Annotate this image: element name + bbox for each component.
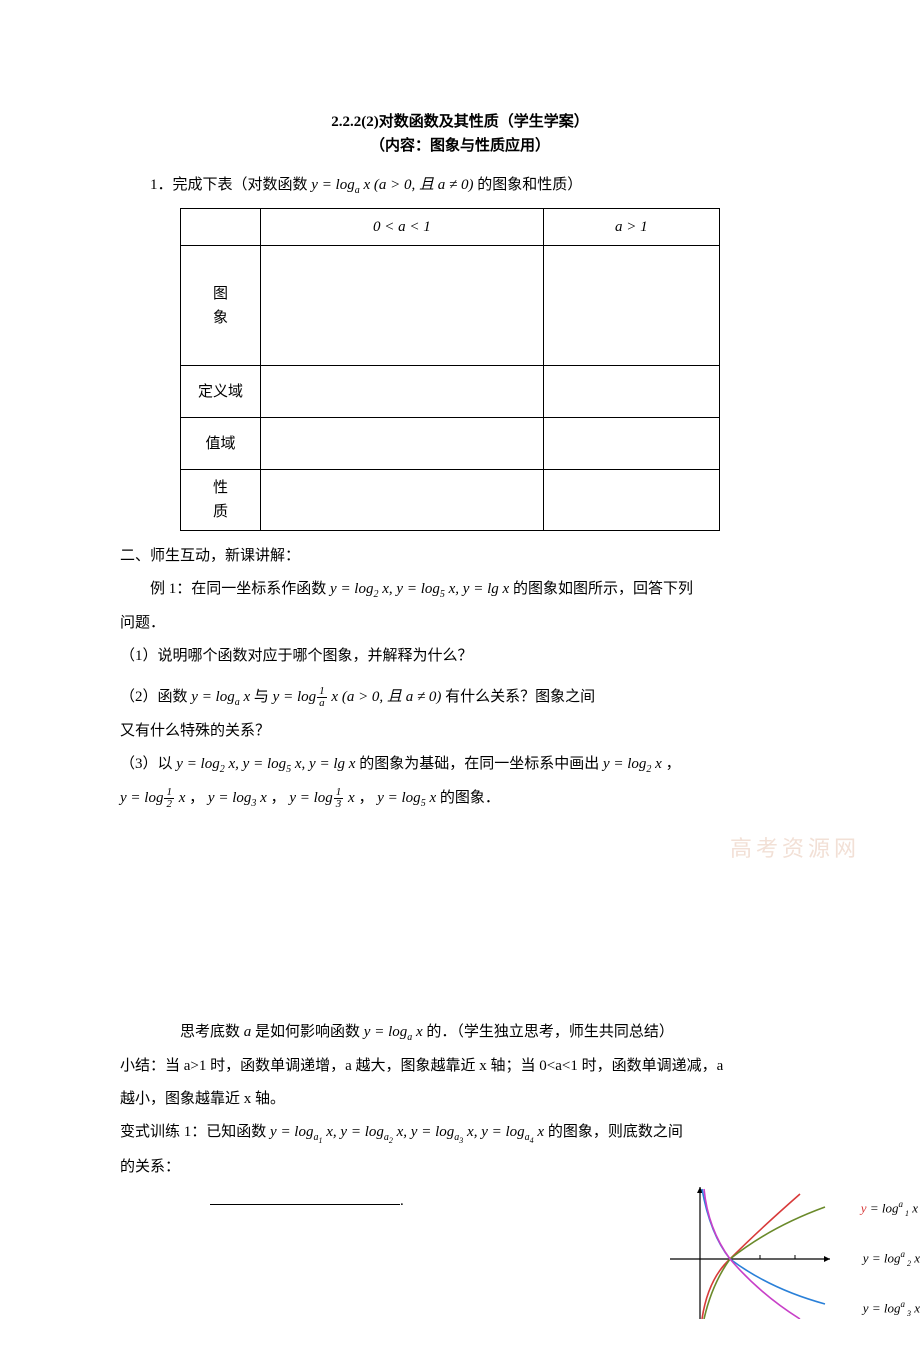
variant-training-1: 变式训练 1：已知函数 y = loga1 x, y = loga2 x, y … [120, 1119, 800, 1148]
variant-prefix: 变式训练 1：已知函数 [120, 1124, 270, 1140]
properties-table: 0 < a < 1 a > 1 图象 定义域 值域 性质 [180, 208, 720, 531]
q1-math: y = loga x (a > 0, 且 a ≠ 0) [311, 177, 473, 193]
example-1-q2: （2）函数 y = loga x 与 y = log1a x (a > 0, 且… [120, 684, 800, 712]
example-1-intro: 例 1：在同一坐标系作函数 y = log2 x, y = log5 x, y … [120, 576, 800, 604]
ex1-q2-suffix: 有什么关系？图象之间 [445, 689, 595, 705]
table-corner-cell [181, 209, 261, 246]
think-line: 思考底数 a 是如何影响函数 y = loga x 的．（学生独立思考，师生共同… [120, 1019, 800, 1047]
example-1-q3-line2: y = log12 x ， y = log3 x ， y = log13 x ，… [120, 785, 800, 813]
table-cell-range-2 [543, 418, 719, 470]
ex1-q3-math1: y = log2 x, y = log5 x, y = lg x [176, 756, 355, 772]
blank-space [120, 889, 800, 1019]
graph-label-2: y = loga 2 x [863, 1247, 920, 1271]
table-cell-domain-1 [261, 366, 544, 418]
variant-math: y = loga1 x, y = loga2 x, y = loga3 x, y… [270, 1124, 544, 1140]
watermark-region: 高考资源网 [120, 819, 800, 889]
properties-table-wrapper: 0 < a < 1 a > 1 图象 定义域 值域 性质 [180, 208, 800, 531]
table-col-header-1: 0 < a < 1 [261, 209, 544, 246]
table-cell-domain-2 [543, 366, 719, 418]
table-row-domain: 定义域 [181, 366, 261, 418]
variant-suffix: 的图象，则底数之间 [548, 1124, 683, 1140]
ex1-q3-l2-m2: y = log3 x [208, 790, 267, 806]
question-1: 1．完成下表（对数函数 y = loga x (a > 0, 且 a ≠ 0) … [120, 172, 800, 200]
example-1-q2-line2: 又有什么特殊的关系？ [120, 718, 800, 745]
ex1-q2-mid1: 与 [254, 689, 273, 705]
q1-suffix: 的图象和性质） [477, 177, 582, 193]
table-row-graph: 图象 [181, 246, 261, 366]
ex1-q2-math1: y = loga x [191, 689, 250, 705]
table-col-header-2: a > 1 [543, 209, 719, 246]
table-cell-props-2 [543, 470, 719, 531]
ex1-q3-l2-sep3: ， [358, 790, 377, 806]
title-line-2: （内容：图象与性质应用） [120, 134, 800, 158]
example-1-line2: 问题． [120, 610, 800, 637]
ex1-math: y = log2 x, y = log5 x, y = lg x [330, 581, 509, 597]
summary-line2: 越小，图象越靠近 x 轴。 [120, 1086, 800, 1113]
ex1-q3-l2-m4: y = log5 x [377, 790, 436, 806]
table-cell-props-1 [261, 470, 544, 531]
ex1-q3-l2-m3: y = log13 x [289, 790, 354, 806]
ex1-prefix: 例 1：在同一坐标系作函数 [150, 581, 330, 597]
answer-blank [210, 1190, 400, 1205]
example-1-q3: （3）以 y = log2 x, y = log5 x, y = lg x 的图… [120, 751, 800, 779]
ex1-suffix: 的图象如图所示，回答下列 [513, 581, 693, 597]
graph-label-1: y = loga 1 x [861, 1197, 918, 1221]
think-math: y = loga x [364, 1024, 423, 1040]
table-row-range: 值域 [181, 418, 261, 470]
table-cell-graph-2 [543, 246, 719, 366]
graph-label-3: y = loga 3 x [863, 1297, 920, 1321]
variant-line2: 的关系： [120, 1154, 800, 1181]
document-title: 2.2.2(2)对数函数及其性质（学生学案） （内容：图象与性质应用） [120, 110, 800, 158]
example-1-q1: （1）说明哪个函数对应于哪个图象，并解释为什么？ [120, 643, 800, 670]
summary-line1: 小结：当 a>1 时，函数单调递增，a 越大，图象越靠近 x 轴；当 0<a<1… [120, 1053, 800, 1080]
ex1-q3-math2: y = log2 x [603, 756, 662, 772]
think-suffix: 的．（学生独立思考，师生共同总结） [426, 1024, 674, 1040]
ex1-q3-l2-sep2: ， [271, 790, 290, 806]
ex1-q2-math2: y = log1a x (a > 0, 且 a ≠ 0) [273, 689, 442, 705]
ex1-q3-prefix: （3）以 [120, 756, 176, 772]
title-line-1: 2.2.2(2)对数函数及其性质（学生学案） [120, 110, 800, 134]
ex1-q3-comma: ， [666, 756, 681, 772]
period: . [400, 1193, 404, 1209]
ex1-q3-l2-m1: y = log12 x [120, 790, 185, 806]
ex1-q3-l2-sep1: ， [189, 790, 208, 806]
ex1-q3-mid: 的图象为基础，在同一坐标系中画出 [359, 756, 603, 772]
think-var: a [244, 1024, 252, 1040]
q1-prefix: 1．完成下表（对数函数 [150, 177, 311, 193]
think-mid: 是如何影响函数 [255, 1024, 364, 1040]
section-2-heading: 二、师生互动，新课讲解： [120, 543, 800, 570]
log-multi-graph: y = loga 1 x y = loga 2 x y = loga 3 x [660, 1179, 910, 1319]
table-row-props: 性质 [181, 470, 261, 531]
think-prefix: 思考底数 [180, 1024, 244, 1040]
ex1-q2-prefix: （2）函数 [120, 689, 191, 705]
ex1-q3-l2-end: 的图象． [440, 790, 500, 806]
table-cell-range-1 [261, 418, 544, 470]
table-cell-graph-1 [261, 246, 544, 366]
watermark-text: 高考资源网 [730, 831, 860, 866]
answer-area: . y = loga 1 x y = loga 2 x y = loga 3 x [120, 1189, 800, 1319]
